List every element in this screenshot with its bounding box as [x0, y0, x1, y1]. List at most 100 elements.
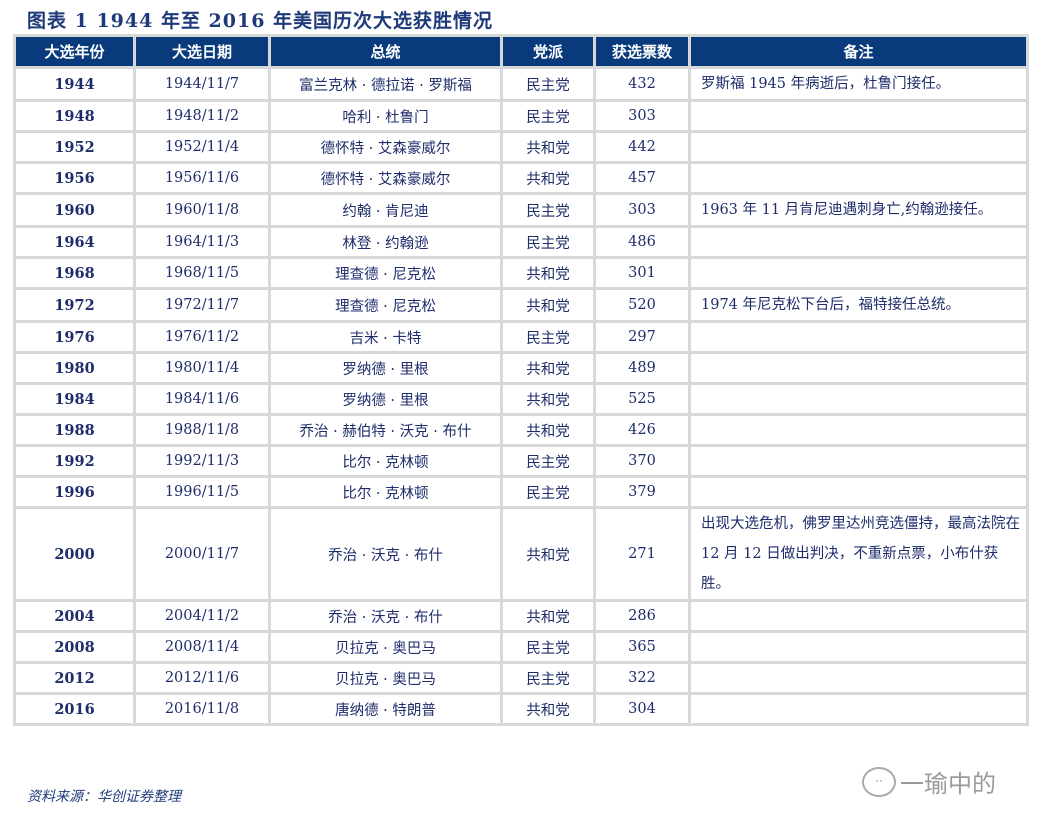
cell-note: 1974 年尼克松下台后，福特接任总统。: [688, 287, 1029, 323]
cell-note: 罗斯福 1945 年病逝后，杜鲁门接任。: [688, 66, 1029, 102]
table-row: 1968 1968/11/5 理查德 · 尼克松 共和党 301: [13, 256, 1029, 290]
cell-note: [688, 444, 1029, 478]
source-note: 资料来源：华创证券整理: [27, 789, 181, 805]
cell-votes: 489: [593, 351, 691, 385]
watermark: ·· 一瑜中的: [862, 764, 996, 799]
cell-party: 民主党: [500, 661, 596, 695]
cell-date: 1972/11/7: [133, 287, 271, 323]
cell-party: 共和党: [500, 351, 596, 385]
cell-president: 乔治 · 沃克 · 布什: [268, 506, 503, 602]
cell-party: 民主党: [500, 444, 596, 478]
cell-date: 1944/11/7: [133, 66, 271, 102]
cell-party: 共和党: [500, 287, 596, 323]
column-header: 大选年份: [13, 34, 136, 69]
cell-note: [688, 256, 1029, 290]
cell-year: 1996: [13, 475, 136, 509]
cell-note: [688, 475, 1029, 509]
table-row: 1984 1984/11/6 罗纳德 · 里根 共和党 525: [13, 382, 1029, 416]
table-row: 2000 2000/11/7 乔治 · 沃克 · 布什 共和党 271 出现大选危机，佛罗…: [13, 506, 1029, 602]
cell-votes: 520: [593, 287, 691, 323]
cell-party: 民主党: [500, 192, 596, 228]
cell-votes: 303: [593, 192, 691, 228]
table-row: 1988 1988/11/8 乔治 · 赫伯特 · 沃克 · 布什 共和党 426: [13, 413, 1029, 447]
cell-year: 1988: [13, 413, 136, 447]
cell-votes: 525: [593, 382, 691, 416]
cell-president: 贝拉克 · 奥巴马: [268, 661, 503, 695]
table-row: 2008 2008/11/4 贝拉克 · 奥巴马 民主党 365: [13, 630, 1029, 664]
cell-date: 1964/11/3: [133, 225, 271, 259]
cell-year: 2016: [13, 692, 136, 726]
cell-note: [688, 413, 1029, 447]
cell-date: 2000/11/7: [133, 506, 271, 602]
cell-note: [688, 99, 1029, 133]
election-table: 大选年份 大选日期 总统 党派 获选票数 备注 1944 1944/11/7 富兰克林 · 德…: [13, 34, 1029, 726]
cell-note: [688, 351, 1029, 385]
cell-date: 1984/11/6: [133, 382, 271, 416]
cell-date: 2016/11/8: [133, 692, 271, 726]
cell-year: 2012: [13, 661, 136, 695]
column-header: 备注: [688, 34, 1029, 69]
cell-votes: 379: [593, 475, 691, 509]
cell-date: 1988/11/8: [133, 413, 271, 447]
cell-party: 民主党: [500, 475, 596, 509]
cell-party: 共和党: [500, 506, 596, 602]
cell-president: 贝拉克 · 奥巴马: [268, 630, 503, 664]
cell-party: 民主党: [500, 66, 596, 102]
cell-president: 比尔 · 克林顿: [268, 475, 503, 509]
cell-party: 共和党: [500, 599, 596, 633]
cell-date: 1992/11/3: [133, 444, 271, 478]
cell-note: [688, 630, 1029, 664]
table-row: 2004 2004/11/2 乔治 · 沃克 · 布什 共和党 286: [13, 599, 1029, 633]
cell-year: 1960: [13, 192, 136, 228]
cell-president: 罗纳德 · 里根: [268, 351, 503, 385]
cell-date: 1956/11/6: [133, 161, 271, 195]
cell-votes: 303: [593, 99, 691, 133]
cell-year: 1968: [13, 256, 136, 290]
cell-date: 2012/11/6: [133, 661, 271, 695]
cell-president: 罗纳德 · 里根: [268, 382, 503, 416]
cell-note: 出现大选危机，佛罗里达州竞选僵持，最高法院在 12 月 12 日做出判决，不重新…: [688, 506, 1029, 602]
table-row: 2016 2016/11/8 唐纳德 · 特朗普 共和党 304: [13, 692, 1029, 726]
cell-year: 2000: [13, 506, 136, 602]
cell-note: [688, 599, 1029, 633]
cell-date: 1948/11/2: [133, 99, 271, 133]
cell-votes: 304: [593, 692, 691, 726]
cell-note: [688, 692, 1029, 726]
cell-votes: 301: [593, 256, 691, 290]
table-row: 1992 1992/11/3 比尔 · 克林顿 民主党 370: [13, 444, 1029, 478]
cell-votes: 370: [593, 444, 691, 478]
cell-date: 1968/11/5: [133, 256, 271, 290]
cell-year: 1944: [13, 66, 136, 102]
table-row: 1976 1976/11/2 吉米 · 卡特 民主党 297: [13, 320, 1029, 354]
table-row: 1972 1972/11/7 理查德 · 尼克松 共和党 520 1974 年尼克松下台后…: [13, 287, 1029, 323]
table-row: 1980 1980/11/4 罗纳德 · 里根 共和党 489: [13, 351, 1029, 385]
cell-president: 乔治 · 赫伯特 · 沃克 · 布什: [268, 413, 503, 447]
cell-year: 1980: [13, 351, 136, 385]
cell-president: 乔治 · 沃克 · 布什: [268, 599, 503, 633]
table-row: 2012 2012/11/6 贝拉克 · 奥巴马 民主党 322: [13, 661, 1029, 695]
column-header: 获选票数: [593, 34, 691, 69]
table-row: 1996 1996/11/5 比尔 · 克林顿 民主党 379: [13, 475, 1029, 509]
cell-votes: 286: [593, 599, 691, 633]
cell-votes: 426: [593, 413, 691, 447]
cell-president: 富兰克林 · 德拉诺 · 罗斯福: [268, 66, 503, 102]
cell-party: 民主党: [500, 630, 596, 664]
cell-date: 1980/11/4: [133, 351, 271, 385]
cell-votes: 432: [593, 66, 691, 102]
cell-party: 共和党: [500, 413, 596, 447]
cell-votes: 365: [593, 630, 691, 664]
table-row: 1960 1960/11/8 约翰 · 肯尼迪 民主党 303 1963 年 11 月肯尼…: [13, 192, 1029, 228]
cell-votes: 457: [593, 161, 691, 195]
column-header: 大选日期: [133, 34, 271, 69]
cell-year: 1948: [13, 99, 136, 133]
cell-year: 1964: [13, 225, 136, 259]
cell-president: 林登 · 约翰逊: [268, 225, 503, 259]
cell-year: 1952: [13, 130, 136, 164]
cell-party: 民主党: [500, 99, 596, 133]
watermark-text: 一瑜中的: [900, 770, 996, 798]
cell-note: [688, 320, 1029, 354]
table-title: 图表 1 1944 年至 2016 年美国历次大选获胜情况: [27, 10, 494, 32]
cell-year: 1972: [13, 287, 136, 323]
cell-date: 2004/11/2: [133, 599, 271, 633]
cell-president: 理查德 · 尼克松: [268, 256, 503, 290]
